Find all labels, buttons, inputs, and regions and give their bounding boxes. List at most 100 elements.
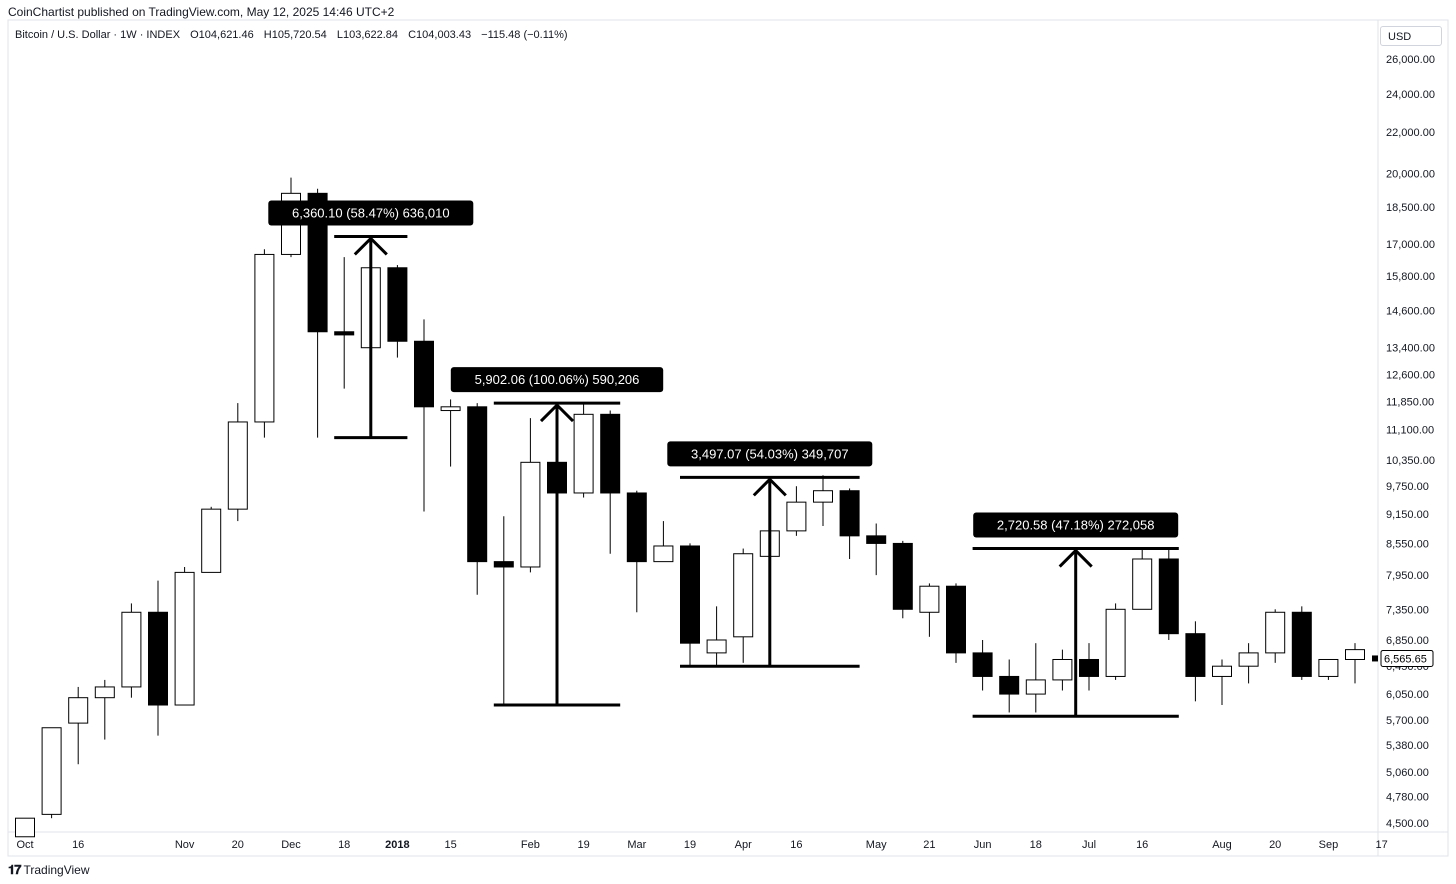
price-tick-label: 20,000.00 bbox=[1386, 168, 1435, 180]
price-tick-label: 11,100.00 bbox=[1386, 425, 1434, 437]
last-price-marker bbox=[1372, 655, 1378, 662]
time-tick-label: Jul bbox=[1082, 839, 1096, 851]
tradingview-logo[interactable]: 𝟏𝟕 TradingView bbox=[8, 862, 90, 878]
price-tick-label: 5,060.00 bbox=[1386, 767, 1429, 779]
candle-body[interactable] bbox=[440, 406, 461, 412]
time-tick-label: 21 bbox=[923, 839, 935, 851]
candle-body[interactable] bbox=[1345, 649, 1365, 660]
price-tick-label: 8,550.00 bbox=[1386, 538, 1429, 550]
candle-body[interactable] bbox=[573, 413, 594, 494]
candle-body[interactable] bbox=[999, 675, 1020, 695]
price-tick-label: 18,500.00 bbox=[1386, 202, 1435, 214]
candle-body[interactable] bbox=[680, 545, 700, 644]
candle-body[interactable] bbox=[387, 267, 408, 342]
price-tick-label: 22,000.00 bbox=[1386, 127, 1435, 139]
range-label-text: 6,360.10 (58.47%) 636,010 bbox=[292, 205, 450, 220]
time-tick-label: Feb bbox=[521, 839, 540, 851]
price-tick-label: 5,700.00 bbox=[1386, 715, 1429, 727]
candle-body[interactable] bbox=[1052, 658, 1073, 681]
time-tick-label: 16 bbox=[1136, 839, 1148, 851]
time-tick-label: 20 bbox=[232, 839, 244, 851]
candle-body[interactable] bbox=[839, 490, 860, 537]
candle-body[interactable] bbox=[334, 331, 355, 336]
candle-body[interactable] bbox=[1318, 658, 1339, 677]
low-value: L103,622.84 bbox=[336, 29, 399, 41]
candle-body[interactable] bbox=[946, 585, 966, 654]
price-tick-label: 13,400.00 bbox=[1386, 343, 1435, 355]
time-tick-label: 16 bbox=[790, 839, 802, 851]
candle-body[interactable] bbox=[919, 585, 940, 613]
range-label-text: 5,902.06 (100.06%) 590,206 bbox=[475, 372, 640, 387]
high-value: H105,720.54 bbox=[263, 29, 327, 41]
candle-body[interactable] bbox=[1185, 633, 1206, 677]
candle-body[interactable] bbox=[467, 406, 488, 563]
candle-body[interactable] bbox=[1265, 611, 1286, 654]
candle-body[interactable] bbox=[201, 508, 222, 573]
range-label-text: 2,720.58 (47.18%) 272,058 bbox=[997, 518, 1155, 533]
candle-body[interactable] bbox=[733, 553, 754, 638]
range-arrow-head bbox=[353, 236, 388, 256]
time-tick-label: 19 bbox=[684, 839, 696, 851]
candle-body[interactable] bbox=[813, 490, 833, 503]
candle-body[interactable] bbox=[892, 542, 913, 610]
range-arrow-head bbox=[1058, 548, 1093, 568]
time-tick-label: Nov bbox=[175, 839, 195, 851]
time-tick-label: 18 bbox=[338, 839, 350, 851]
candle-body[interactable] bbox=[121, 611, 142, 688]
candle-body[interactable] bbox=[1212, 665, 1232, 677]
candle-body[interactable] bbox=[307, 192, 328, 333]
candle-body[interactable] bbox=[1025, 679, 1046, 695]
candle-body[interactable] bbox=[972, 652, 993, 677]
change-value: −115.48 (−0.11%) bbox=[481, 29, 568, 41]
candle-body[interactable] bbox=[786, 501, 807, 532]
range-arrow-head bbox=[752, 477, 787, 497]
range-label-box bbox=[973, 512, 1179, 538]
symbol-label[interactable]: Bitcoin / U.S. Dollar · 1W · INDEX bbox=[15, 29, 181, 41]
candle-body[interactable] bbox=[1079, 658, 1099, 677]
time-tick-label: Sep bbox=[1319, 839, 1339, 851]
close-value: C104,003.43 bbox=[408, 29, 472, 41]
candle-body[interactable] bbox=[1132, 558, 1153, 610]
candle-body[interactable] bbox=[94, 686, 115, 699]
price-tick-label: 10,350.00 bbox=[1386, 455, 1435, 467]
last-price-badge bbox=[1380, 649, 1434, 667]
price-tick-label: 26,000.00 bbox=[1386, 54, 1435, 66]
candle-body[interactable] bbox=[653, 545, 674, 563]
candle-body[interactable] bbox=[866, 535, 887, 544]
price-tick-label: 9,750.00 bbox=[1386, 481, 1429, 493]
candle-body[interactable] bbox=[520, 461, 541, 568]
candle-body[interactable] bbox=[1291, 611, 1312, 677]
time-tick-label: Jun bbox=[974, 839, 992, 851]
last-price-label: 6,565.65 bbox=[1384, 653, 1427, 665]
range-label-text: 3,497.07 (54.03%) 349,707 bbox=[691, 446, 849, 461]
open-value: O104,621.46 bbox=[190, 29, 254, 41]
candle-body[interactable] bbox=[414, 340, 434, 408]
time-tick-label: 15 bbox=[444, 839, 456, 851]
candle-body[interactable] bbox=[626, 492, 647, 563]
candle-body[interactable] bbox=[15, 817, 35, 838]
candle-body[interactable] bbox=[254, 253, 275, 423]
time-tick-label: 2018 bbox=[385, 839, 409, 851]
price-tick-label: 5,380.00 bbox=[1386, 740, 1429, 752]
candle-body[interactable] bbox=[41, 727, 62, 815]
candle-body[interactable] bbox=[1238, 652, 1259, 667]
candle-body[interactable] bbox=[1105, 608, 1126, 677]
currency-selector[interactable]: USD bbox=[1380, 26, 1442, 46]
time-tick-label: Mar bbox=[627, 839, 646, 851]
candle-body[interactable] bbox=[68, 697, 89, 724]
candle-body[interactable] bbox=[227, 421, 248, 510]
tradingview-logo-text: TradingView bbox=[23, 863, 90, 877]
chart-frame bbox=[7, 19, 1449, 857]
time-tick-label: 16 bbox=[72, 839, 84, 851]
price-tick-label: 7,950.00 bbox=[1386, 570, 1429, 582]
price-tick-label: 7,350.00 bbox=[1386, 604, 1429, 616]
candle-body[interactable] bbox=[600, 413, 621, 494]
candle-body[interactable] bbox=[706, 639, 727, 654]
candle-body[interactable] bbox=[148, 611, 168, 706]
candle-body[interactable] bbox=[493, 561, 514, 568]
candle-body[interactable] bbox=[1158, 558, 1179, 635]
candle-body[interactable] bbox=[174, 571, 195, 706]
price-tick-label: 4,500.00 bbox=[1386, 818, 1429, 830]
